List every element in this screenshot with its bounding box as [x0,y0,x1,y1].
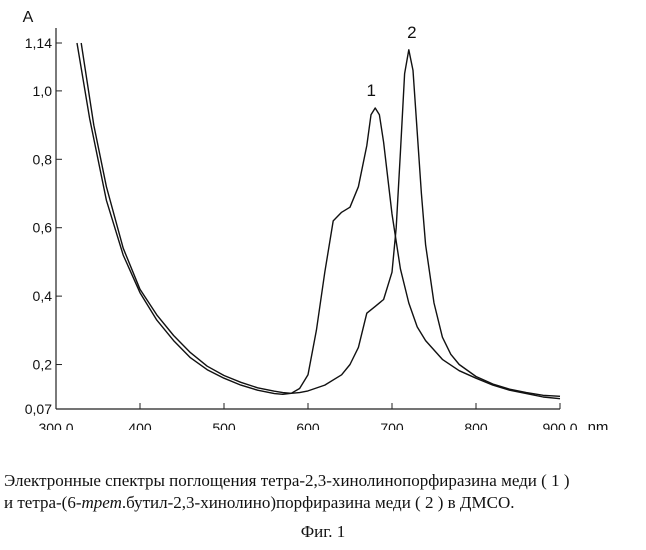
figure-caption: Электронные спектры поглощения тетра-2,3… [4,470,644,514]
chart-series: 12 [77,23,560,399]
y-tick-label: 0,8 [33,151,53,167]
y-tick-label: 0,4 [33,288,53,304]
caption-italic-term: трет [82,493,122,512]
x-tick-label: 500 [212,420,236,430]
series-label-1: 1 [366,81,375,100]
y-axis-label: A [23,9,34,26]
y-tick-label: 1,0 [33,83,53,99]
caption-line-2: и тетра-(6-трет.бутил-2,3-хинолино)порфи… [4,492,644,514]
x-axis-ticks: 300,0 400 500 600 700 800 900,0 [38,403,577,430]
y-tick-label: 0,2 [33,357,53,373]
y-tick-label: 0,07 [25,401,52,417]
chart-axes [56,28,560,409]
x-tick-label: 600 [296,420,320,430]
x-tick-label: 800 [464,420,488,430]
x-tick-label: 900,0 [542,420,577,430]
caption-line-2-end: .бутил-2,3-хинолино)порфиразина меди ( 2… [122,493,515,512]
spectrum-chart: 0,07 0,2 0,4 0,6 0,8 1,0 1,14 300,0 400 500 600 70… [0,0,646,430]
x-tick-label: 400 [128,420,152,430]
x-axis-label: nm [588,419,609,430]
series-line-2 [81,43,560,396]
y-tick-label: 1,14 [25,35,52,51]
y-tick-label: 0,6 [33,220,53,236]
series-label-2: 2 [407,23,416,42]
figure-label: Фиг. 1 [0,522,646,542]
caption-line-1: Электронные спектры поглощения тетра-2,3… [4,470,644,492]
caption-line-2-start: и тетра-(6- [4,493,82,512]
x-tick-label: 300,0 [38,420,73,430]
x-tick-label: 700 [380,420,404,430]
series-line-1 [77,43,560,399]
